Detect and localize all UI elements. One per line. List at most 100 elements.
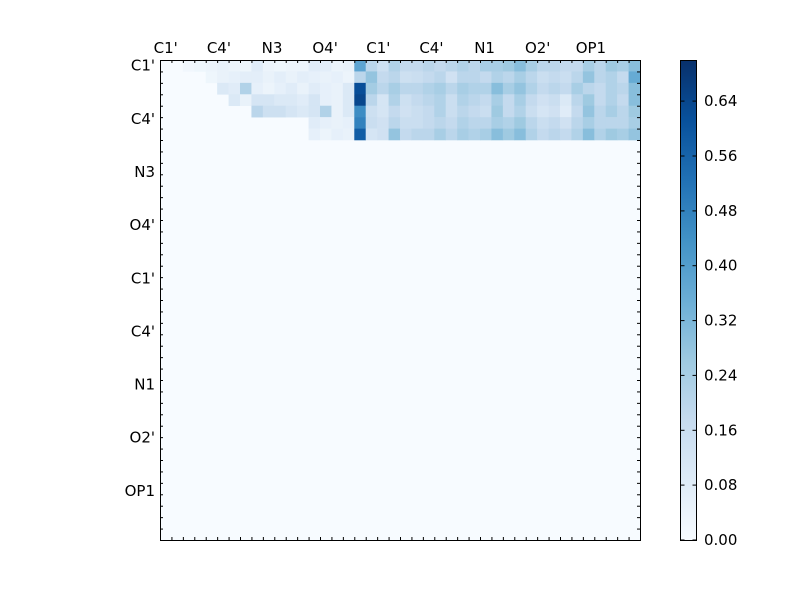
x-tick-label: C4' [207,39,231,57]
heatmap-cell [251,82,264,95]
colorbar-tick-label: 0.08 [704,476,737,494]
heatmap-cell [537,117,549,129]
heatmap-cell [491,60,504,72]
heatmap-cell [571,82,584,95]
heatmap-cell [377,105,389,118]
heatmap-cell [457,60,469,72]
heatmap-cell [434,94,447,107]
heatmap-cell [582,60,595,72]
heatmap-cell [342,82,355,95]
heatmap-cell [480,60,492,72]
heatmap-cell [411,82,424,95]
heatmap-cell [525,128,538,141]
heatmap-cell [434,71,447,84]
heatmap-cell [617,71,629,84]
heatmap-cell [422,82,435,95]
heatmap-cell [388,94,401,107]
heatmap-cell [285,71,298,84]
heatmap-cell [342,94,355,107]
heatmap-cell [502,71,515,84]
x-tick-label: C4' [419,39,443,57]
heatmap-cell [388,117,401,129]
heatmap-cell [274,82,287,95]
heatmap-cell [468,94,481,107]
heatmap-cell [468,128,481,141]
heatmap-cell [491,117,504,129]
heatmap-cell [617,60,629,72]
heatmap-cell [605,82,618,95]
heatmap-cell [628,105,641,118]
heatmap-cell [365,82,378,95]
y-tick-label: C1' [131,269,155,287]
heatmap-cell [262,105,275,118]
heatmap-cell [548,60,561,72]
heatmap-cell [491,82,504,95]
heatmap-cell [354,128,367,141]
heatmap-cell [354,71,367,84]
x-tick-label: O2' [525,39,550,57]
heatmap-cell [605,94,618,107]
heatmap-cell [365,71,378,84]
heatmap-cell [251,71,264,84]
heatmap-cell [285,60,298,72]
heatmap-cell [422,128,435,141]
heatmap-cell [308,105,321,118]
heatmap-cell [388,60,401,72]
heatmap-cell [514,128,527,141]
heatmap-cell [457,105,469,118]
heatmap-cell [457,128,469,141]
heatmap-cell [628,128,641,141]
heatmap-cell [365,94,378,107]
heatmap-cell [217,60,229,72]
heatmap-cell [262,94,275,107]
heatmap-cell [560,60,572,72]
colorbar-tick-label: 0.32 [704,312,737,330]
heatmap-cell [548,128,561,141]
heatmap-cell [342,105,355,118]
y-tick-label: N1 [134,376,155,394]
heatmap-cell [434,128,447,141]
heatmap-cell [274,105,287,118]
heatmap-cell [514,117,527,129]
heatmap-cell [285,82,298,95]
heatmap-cell [628,71,641,84]
heatmap-cell [331,71,344,84]
heatmap-cell [445,71,458,84]
heatmap-cell [400,94,412,107]
heatmap-cell [468,117,481,129]
heatmap-cell [502,94,515,107]
heatmap-cells [160,60,641,540]
heatmap-cell [205,71,218,84]
heatmap-cell [388,105,401,118]
heatmap-cell [240,82,252,95]
heatmap-cell [548,94,561,107]
heatmap-cell [525,94,538,107]
heatmap-cell [320,105,332,118]
heatmap-cell [491,94,504,107]
heatmap-cell [525,71,538,84]
heatmap-cell [445,82,458,95]
colorbar-tick-label: 0.64 [704,92,737,110]
heatmap-cell [308,94,321,107]
colorbar-tick-label: 0.40 [704,257,737,275]
heatmap-cell [628,82,641,95]
heatmap-cell [617,94,629,107]
heatmap-cell [502,82,515,95]
y-tick-label: N3 [134,163,155,181]
heatmap-cell [605,128,618,141]
x-tick-label: N3 [262,39,283,57]
heatmap-cell [502,117,515,129]
heatmap-cell [240,60,252,72]
heatmap-cell [480,105,492,118]
heatmap-cell [560,82,572,95]
colorbar [680,60,697,541]
heatmap-cell [342,60,355,72]
heatmap-cell [320,94,332,107]
heatmap-cell [354,105,367,118]
heatmap-cell [377,94,389,107]
heatmap-cell [468,105,481,118]
y-tick-label: OP1 [125,482,155,500]
heatmap-cell [457,82,469,95]
heatmap-cell [445,60,458,72]
heatmap-cell [308,128,321,141]
